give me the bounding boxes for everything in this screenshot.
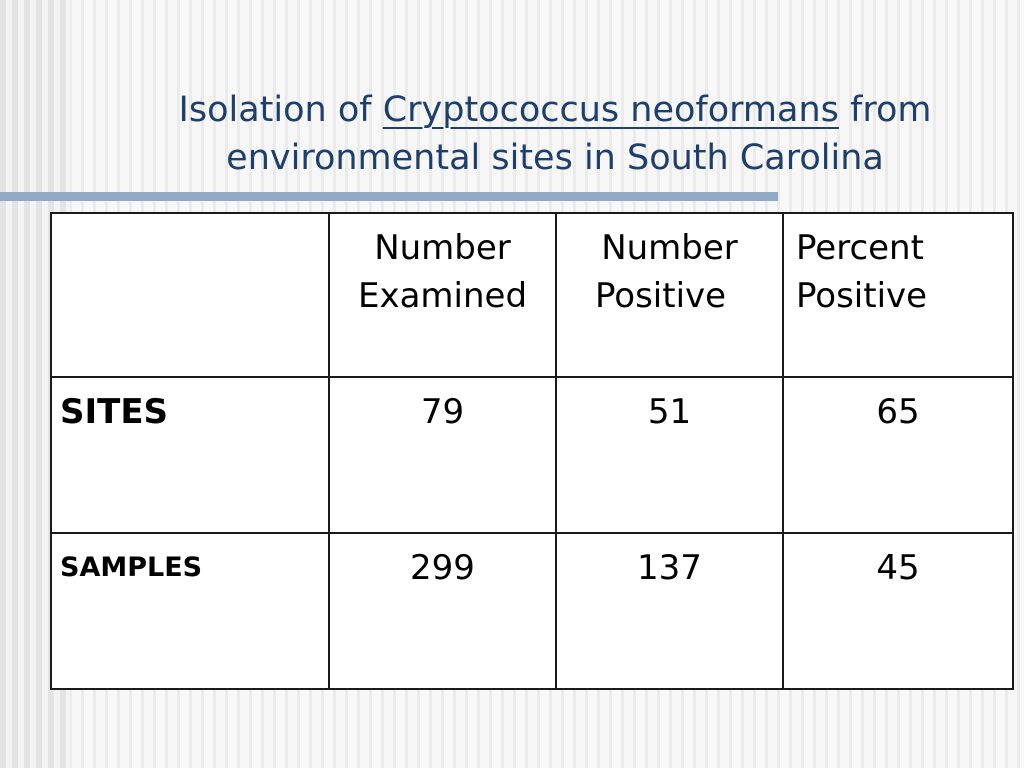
title-suffix: from bbox=[838, 90, 932, 130]
header-examined-line1: Number bbox=[374, 228, 511, 268]
header-empty-cell bbox=[50, 212, 330, 378]
row-label-samples: SAMPLES bbox=[50, 532, 330, 690]
results-table: Number Examined Number Positive Percent … bbox=[50, 212, 1014, 690]
table-row: SITES 79 51 65 bbox=[50, 376, 1014, 534]
slide-title: Isolation of Cryptococcus neoformans fro… bbox=[90, 86, 1020, 182]
cell-sites-examined: 79 bbox=[328, 376, 557, 534]
cell-samples-examined: 299 bbox=[328, 532, 557, 690]
header-number-examined: Number Examined bbox=[328, 212, 557, 378]
header-examined-line2: Examined bbox=[357, 276, 528, 316]
cell-samples-positive: 137 bbox=[555, 532, 784, 690]
title-line-2: environmental sites in South Carolina bbox=[226, 138, 884, 178]
title-divider bbox=[0, 192, 778, 201]
header-percent-line2: Positive bbox=[796, 276, 928, 316]
header-positive-line1: Number bbox=[601, 228, 738, 268]
organism-name: Cryptococcus neoformans bbox=[382, 90, 839, 130]
header-percent-positive: Percent Positive bbox=[782, 212, 1014, 378]
title-line-1: Isolation of Cryptococcus neoformans fro… bbox=[90, 86, 1020, 134]
cell-samples-percent: 45 bbox=[782, 532, 1014, 690]
header-number-positive: Number Positive bbox=[555, 212, 784, 378]
header-row: Number Examined Number Positive Percent … bbox=[50, 212, 1014, 378]
header-positive-line2: Positive bbox=[595, 276, 727, 316]
title-prefix: Isolation of bbox=[178, 90, 383, 130]
table-row: SAMPLES 299 137 45 bbox=[50, 532, 1014, 690]
cell-sites-positive: 51 bbox=[555, 376, 784, 534]
row-label-sites: SITES bbox=[50, 376, 330, 534]
cell-sites-percent: 65 bbox=[782, 376, 1014, 534]
header-percent-line1: Percent bbox=[796, 228, 924, 268]
